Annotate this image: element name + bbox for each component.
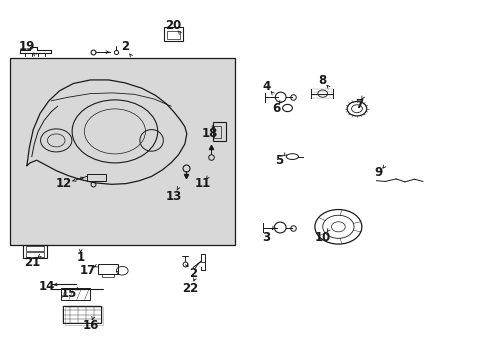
Text: 10: 10: [314, 231, 330, 244]
Text: 20: 20: [165, 19, 182, 32]
Text: 1: 1: [77, 251, 84, 264]
Bar: [87, 174, 105, 181]
Text: 3: 3: [262, 231, 270, 244]
Text: 17: 17: [80, 264, 96, 276]
Text: 2: 2: [189, 267, 197, 280]
Bar: [98, 264, 118, 274]
Bar: [64, 307, 102, 325]
Text: 7: 7: [355, 98, 363, 111]
Text: 14: 14: [38, 280, 55, 293]
Bar: [61, 288, 90, 300]
Bar: [214, 126, 221, 138]
Bar: [163, 27, 183, 41]
Bar: [167, 31, 180, 39]
Text: 12: 12: [55, 177, 72, 190]
Bar: [26, 246, 44, 251]
Text: 11: 11: [194, 177, 211, 190]
Text: 21: 21: [23, 256, 40, 269]
Text: 18: 18: [202, 127, 218, 140]
Text: 13: 13: [165, 190, 182, 203]
Text: 5: 5: [274, 154, 282, 167]
Text: 19: 19: [19, 40, 35, 53]
Bar: [26, 252, 44, 257]
Bar: [23, 245, 47, 258]
Bar: [62, 306, 101, 323]
Text: 16: 16: [82, 319, 99, 332]
Text: 9: 9: [374, 166, 382, 179]
Bar: [102, 274, 114, 277]
Text: 15: 15: [60, 287, 77, 300]
Text: 2: 2: [121, 40, 128, 53]
Text: 22: 22: [182, 282, 199, 294]
Bar: [212, 122, 226, 141]
Text: 4: 4: [262, 80, 270, 93]
Text: 6: 6: [272, 102, 280, 114]
Bar: [10, 58, 234, 245]
Text: 8: 8: [318, 75, 326, 87]
